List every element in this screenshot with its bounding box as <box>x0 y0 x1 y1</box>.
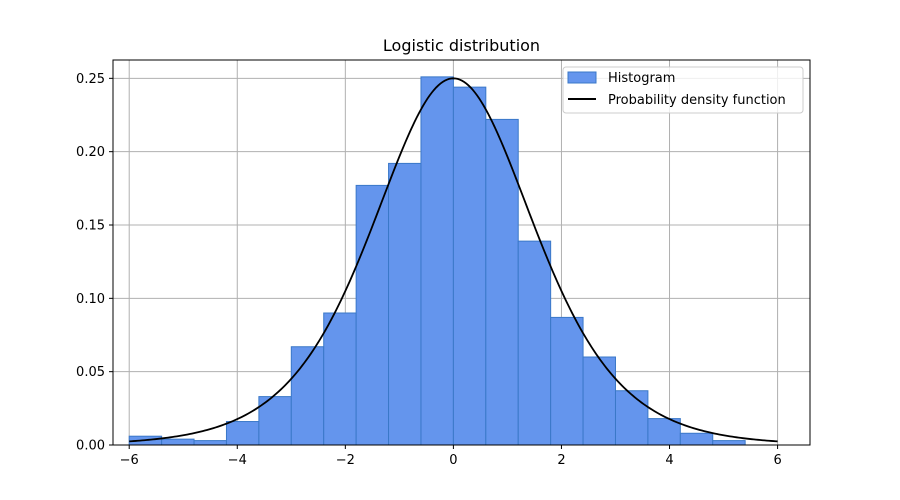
histogram-bar <box>388 162 422 446</box>
legend: Histogram Probability density function <box>562 66 804 114</box>
plot-frame <box>112 59 811 446</box>
histogram-bar <box>679 432 714 446</box>
legend-box <box>562 66 804 114</box>
legend-histogram-swatch <box>567 71 597 84</box>
y-tick-label: 0.00 <box>76 439 105 454</box>
histogram-bar <box>290 346 325 446</box>
legend-histogram-label: Histogram <box>608 71 675 86</box>
x-tick-label: 2 <box>557 453 565 468</box>
histogram-bar <box>452 86 487 446</box>
histogram-bar <box>582 356 616 446</box>
histogram-bar <box>485 118 519 446</box>
x-tick-label: 6 <box>773 453 781 468</box>
histogram-bar <box>550 316 584 446</box>
x-axis-ticks: −6 −4 −2 0 2 4 6 <box>120 445 782 468</box>
histogram-bar <box>161 438 195 446</box>
histogram-bar <box>420 76 454 446</box>
x-tick-label: −6 <box>120 453 139 468</box>
x-tick-label: −2 <box>336 453 355 468</box>
x-tick-label: −4 <box>228 453 247 468</box>
histogram-bar <box>712 440 746 446</box>
pdf-line-layer <box>129 77 778 443</box>
y-tick-label: 0.05 <box>76 365 105 380</box>
histogram-bar <box>225 421 260 446</box>
histogram-bar <box>323 312 357 446</box>
y-tick-label: 0.20 <box>76 145 105 160</box>
histogram-bar <box>193 440 227 446</box>
legend-pdf-label: Probability density function <box>608 93 786 108</box>
histogram-bar <box>647 418 681 446</box>
y-tick-label: 0.10 <box>76 292 105 307</box>
histogram-bar <box>614 390 649 446</box>
y-axis-ticks: 0.00 0.05 0.10 0.15 0.20 0.25 <box>76 72 113 454</box>
x-tick-label: 4 <box>665 453 673 468</box>
chart-title: Logistic distribution <box>383 36 540 55</box>
y-tick-label: 0.25 <box>76 72 105 87</box>
histogram-bar <box>517 240 552 446</box>
y-tick-label: 0.15 <box>76 219 105 234</box>
x-tick-label: 0 <box>449 453 457 468</box>
pdf-line <box>129 77 778 443</box>
histogram-bars <box>128 76 746 446</box>
